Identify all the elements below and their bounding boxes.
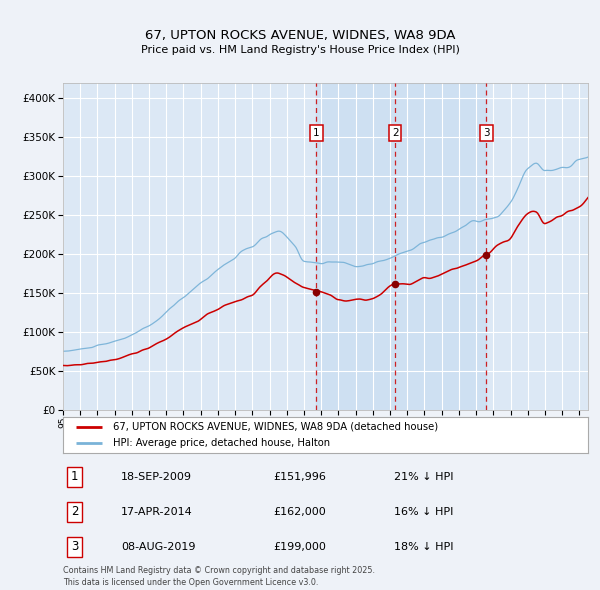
Text: 2: 2 <box>392 128 398 138</box>
Text: £162,000: £162,000 <box>273 507 326 517</box>
Text: 3: 3 <box>71 540 78 553</box>
Text: 18-SEP-2009: 18-SEP-2009 <box>121 472 192 482</box>
Text: 3: 3 <box>483 128 490 138</box>
Text: £199,000: £199,000 <box>273 542 326 552</box>
Text: HPI: Average price, detached house, Halton: HPI: Average price, detached house, Halt… <box>113 438 330 448</box>
Text: 1: 1 <box>71 470 78 483</box>
Text: 18% ↓ HPI: 18% ↓ HPI <box>394 542 453 552</box>
Text: 67, UPTON ROCKS AVENUE, WIDNES, WA8 9DA (detached house): 67, UPTON ROCKS AVENUE, WIDNES, WA8 9DA … <box>113 422 438 432</box>
Text: 21% ↓ HPI: 21% ↓ HPI <box>394 472 453 482</box>
Text: 17-APR-2014: 17-APR-2014 <box>121 507 193 517</box>
Text: 08-AUG-2019: 08-AUG-2019 <box>121 542 195 552</box>
Text: £151,996: £151,996 <box>273 472 326 482</box>
Text: 2: 2 <box>71 505 78 519</box>
Text: 16% ↓ HPI: 16% ↓ HPI <box>394 507 453 517</box>
Text: 67, UPTON ROCKS AVENUE, WIDNES, WA8 9DA: 67, UPTON ROCKS AVENUE, WIDNES, WA8 9DA <box>145 29 455 42</box>
Text: Price paid vs. HM Land Registry's House Price Index (HPI): Price paid vs. HM Land Registry's House … <box>140 45 460 54</box>
Text: 1: 1 <box>313 128 320 138</box>
Bar <box>316 83 487 410</box>
Text: Contains HM Land Registry data © Crown copyright and database right 2025.
This d: Contains HM Land Registry data © Crown c… <box>63 566 375 587</box>
